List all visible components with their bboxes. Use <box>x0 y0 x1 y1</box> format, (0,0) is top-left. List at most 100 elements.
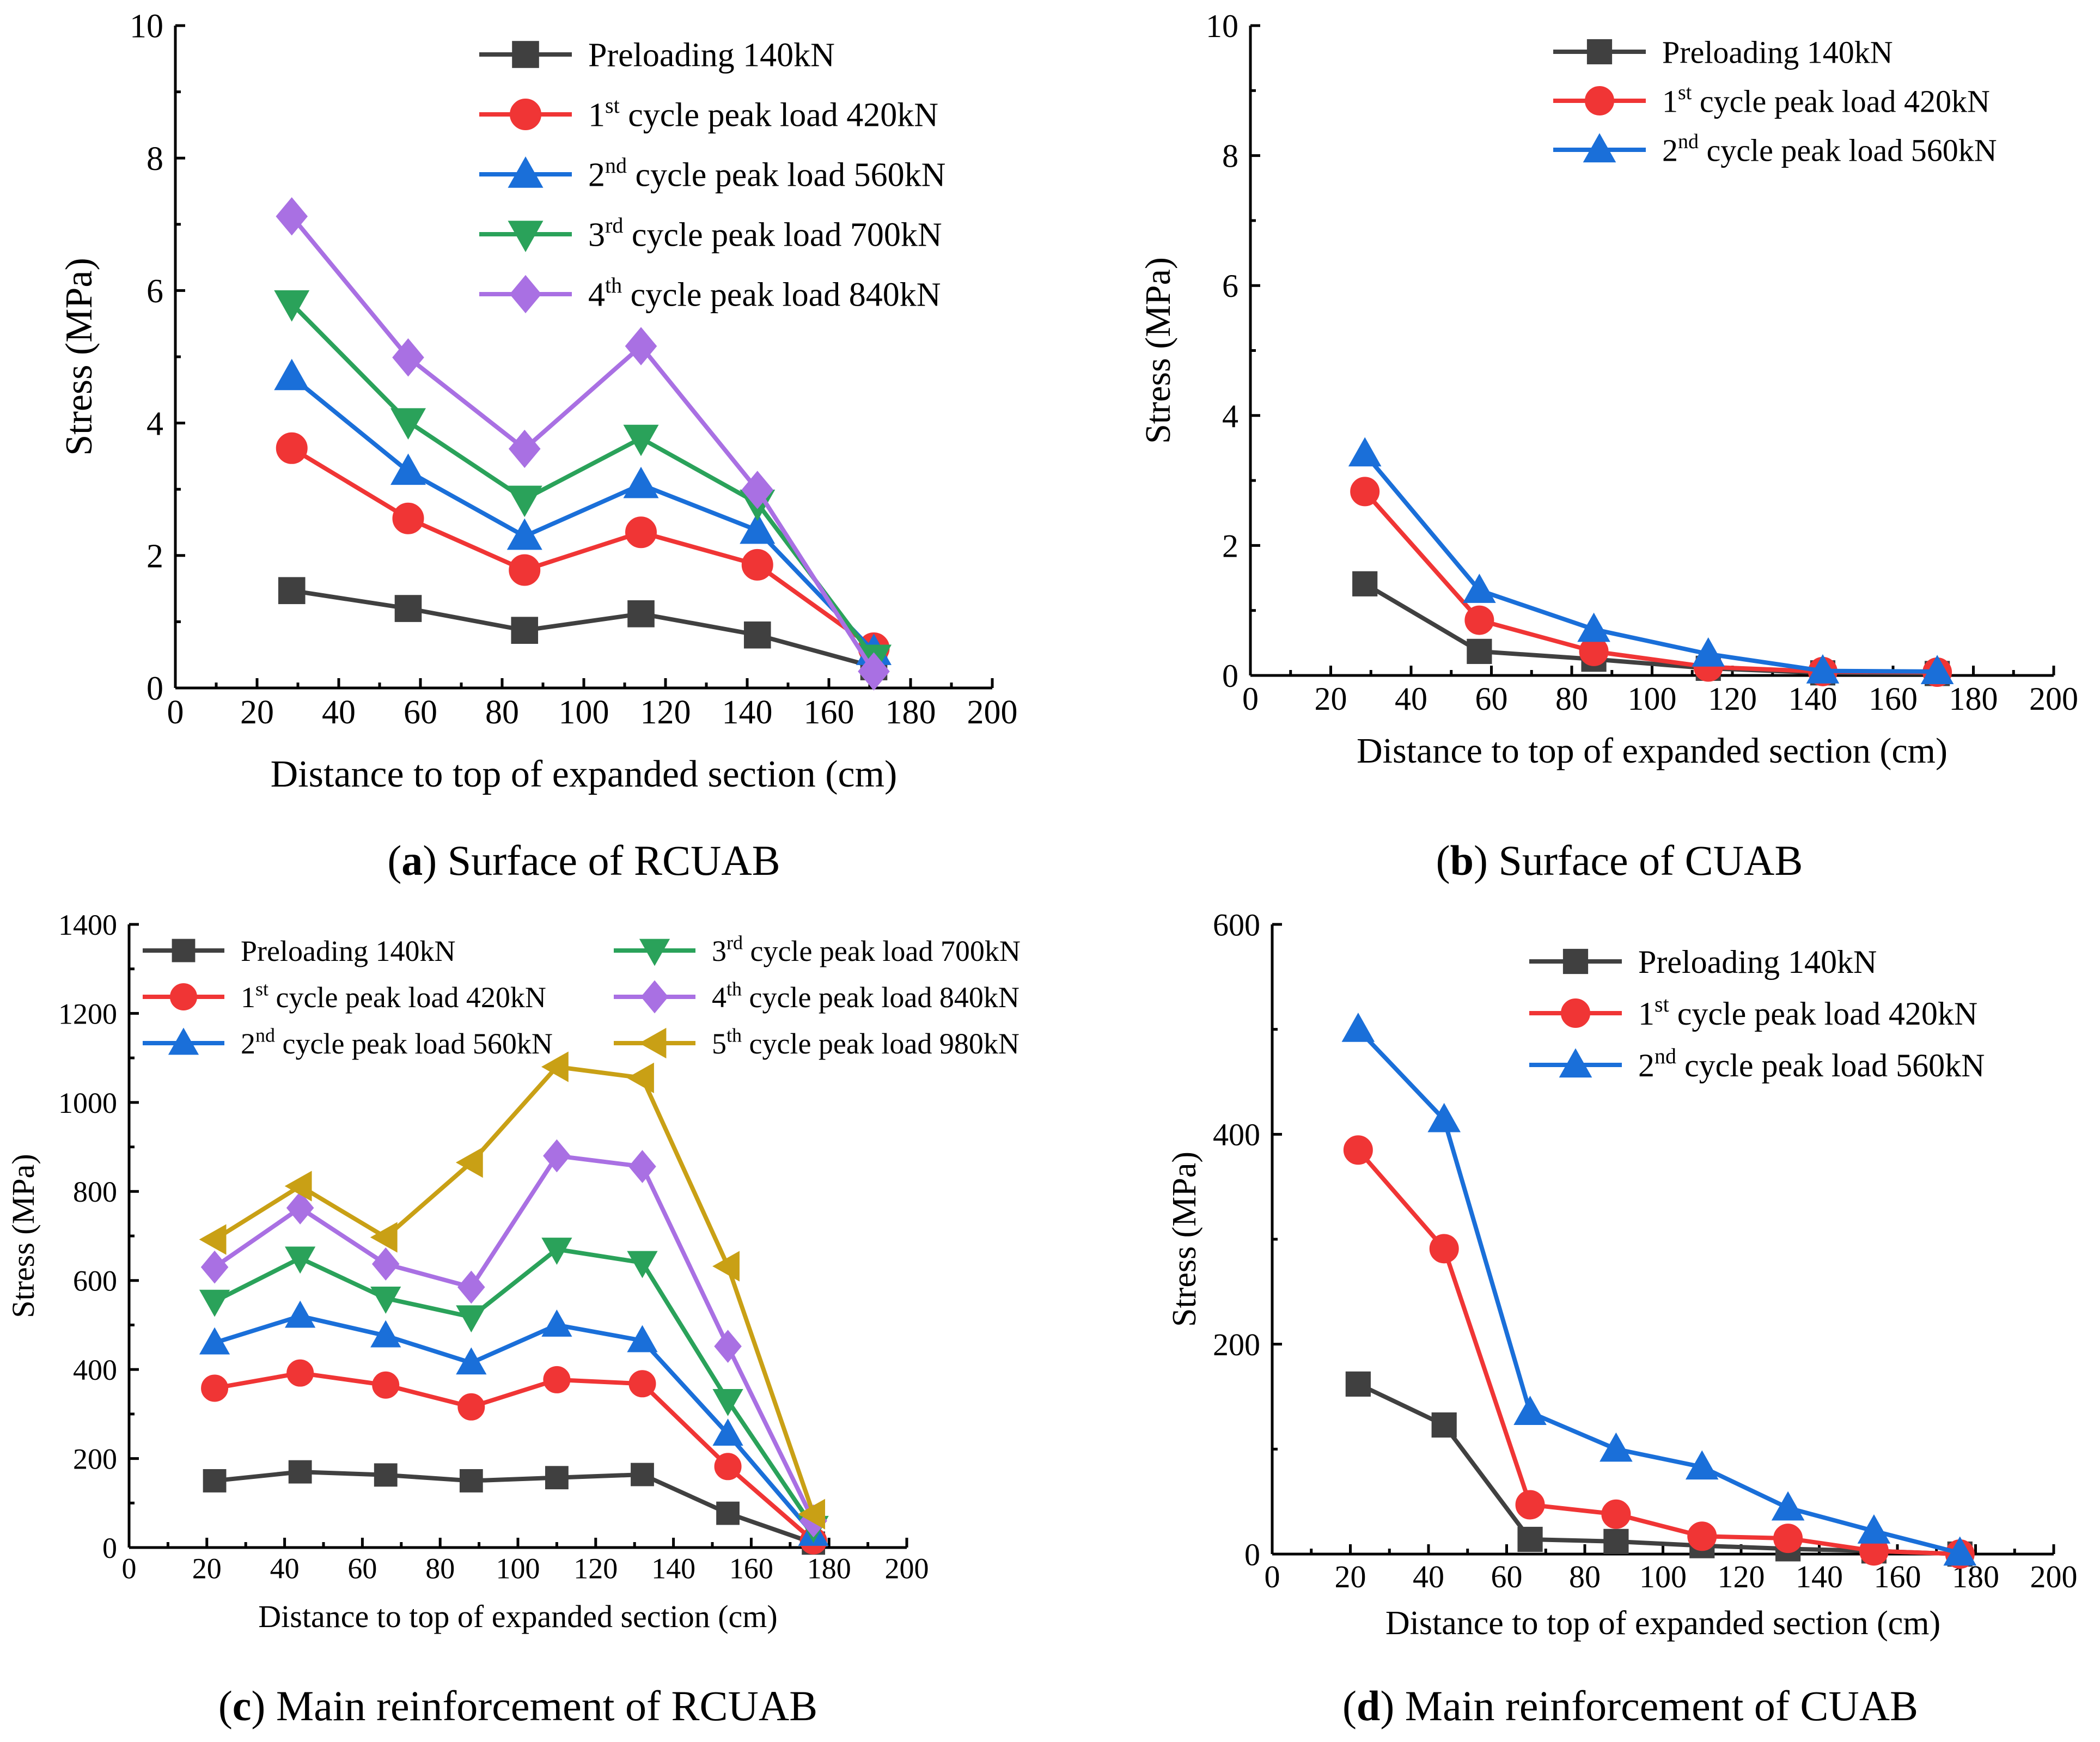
data-point <box>1515 1490 1545 1520</box>
legend-label-main: 4 <box>588 277 605 314</box>
legend-label-sup: nd <box>605 153 627 178</box>
legend-label-main: 2 <box>1662 132 1678 168</box>
legend-label-sup: rd <box>605 213 623 237</box>
series-2 <box>1341 1013 1977 1566</box>
series-0 <box>278 577 888 680</box>
data-point <box>1600 1432 1633 1462</box>
series-2 <box>199 1300 829 1546</box>
legend-label-sup: th <box>727 978 742 1000</box>
legend-label: 4th cycle peak load 840kN <box>712 978 1020 1014</box>
legend-label-main: 2 <box>241 1027 255 1060</box>
data-point <box>1352 571 1378 596</box>
y-tick-label: 0 <box>1244 1537 1260 1572</box>
data-point <box>456 1347 487 1375</box>
legend-swatch-marker <box>170 983 197 1010</box>
data-point <box>390 408 426 440</box>
series-line <box>213 1247 815 1529</box>
data-point <box>541 1309 572 1337</box>
y-tick-label: 800 <box>73 1175 117 1208</box>
legend-label-sup: st <box>255 978 268 1000</box>
data-point <box>1345 1371 1371 1397</box>
legend: Preloading 140kN 1st cycle peak load 420k… <box>479 37 945 314</box>
legend-label-main: Preloading 140kN <box>1662 34 1893 70</box>
data-point <box>714 1330 742 1363</box>
series-line <box>213 1314 815 1536</box>
data-point <box>543 1139 571 1173</box>
data-point <box>456 1305 487 1333</box>
legend-label: 3rd cycle peak load 700kN <box>588 213 942 254</box>
y-tick-label: 200 <box>73 1442 117 1475</box>
legend-label-sup: st <box>605 93 620 118</box>
x-tick-label: 180 <box>886 694 936 731</box>
data-point <box>371 1247 400 1281</box>
legend-label-sup: th <box>605 273 622 297</box>
legend-entry: 2nd cycle peak load 560kN <box>479 153 945 194</box>
data-point <box>457 1270 485 1304</box>
data-point <box>545 1466 569 1490</box>
legend-swatch-marker <box>639 939 670 966</box>
data-point <box>201 1374 229 1402</box>
series-4 <box>276 197 890 691</box>
legend-label-main: 1 <box>241 981 255 1014</box>
legend-label-sup: nd <box>1655 1044 1676 1068</box>
data-point <box>286 1359 314 1387</box>
x-tick-label: 120 <box>1708 681 1757 717</box>
x-tick-label: 160 <box>1874 1559 1921 1594</box>
x-tick-label: 140 <box>651 1552 695 1585</box>
data-point <box>508 429 541 468</box>
caption-paren-open: ( <box>1436 837 1450 884</box>
legend-label: Preloading 140kN <box>241 935 455 967</box>
data-point <box>1517 1526 1543 1552</box>
data-point <box>1773 1524 1803 1554</box>
chart-d: 0 20 40 60 80 100 120 140 160 180 2000200400600Dis… <box>1166 907 2078 1729</box>
y-tick-label: 400 <box>73 1354 117 1386</box>
x-tick-label: 200 <box>2030 1559 2078 1594</box>
legend-swatch-marker <box>508 221 544 252</box>
x-tick-label: 80 <box>1569 1559 1601 1594</box>
legend-label: Preloading 140kN <box>588 37 835 74</box>
legend-swatch-marker <box>1583 133 1616 163</box>
legend-label-main: Preloading 140kN <box>1638 944 1877 980</box>
caption-letter: a <box>401 837 423 884</box>
legend-label: 1st cycle peak load 420kN <box>1662 81 1990 119</box>
data-point <box>372 1371 400 1399</box>
x-tick-label: 200 <box>2029 681 2078 717</box>
legend-label-rest: cycle peak load 560kN <box>275 1027 553 1060</box>
y-tick-label: 0 <box>102 1532 117 1564</box>
legend-label-main: 2 <box>588 157 605 194</box>
legend-label-sup: st <box>1655 992 1669 1016</box>
caption-paren-close: ) <box>251 1682 276 1729</box>
y-tick-label: 2 <box>146 538 163 575</box>
data-point <box>1806 654 1840 684</box>
data-point <box>1467 638 1492 664</box>
legend-label: 1st cycle peak load 420kN <box>241 978 546 1014</box>
data-point <box>1464 605 1494 635</box>
legend-label-rest: cycle peak load 420kN <box>268 981 546 1014</box>
series-3 <box>274 290 892 677</box>
x-tick-label: 160 <box>804 694 854 731</box>
data-point <box>1601 1499 1631 1529</box>
series-3 <box>199 1238 829 1543</box>
y-tick-label: 200 <box>1213 1327 1260 1362</box>
data-point <box>740 512 776 544</box>
legend-label-main: 1 <box>588 97 605 134</box>
legend-swatch-marker <box>168 1027 199 1055</box>
legend-swatch-marker <box>639 1027 667 1059</box>
x-tick-label: 100 <box>559 694 609 731</box>
legend-entry: 2nd cycle peak load 560kN <box>1529 1044 1985 1083</box>
data-point <box>1687 1521 1717 1551</box>
caption-letter: d <box>1357 1682 1380 1729</box>
panel-caption: (b) Surface of CUAB <box>1436 837 1803 884</box>
legend-swatch-marker <box>1562 948 1589 974</box>
data-point <box>1577 612 1610 642</box>
legend-entry: 2nd cycle peak load 560kN <box>143 1024 553 1060</box>
y-tick-label: 1200 <box>58 997 117 1030</box>
data-point <box>199 1327 230 1355</box>
legend-swatch-marker <box>508 156 544 188</box>
data-point <box>1350 477 1380 507</box>
series-line <box>1356 1027 1961 1555</box>
data-point <box>1513 1396 1547 1425</box>
x-tick-label: 120 <box>640 694 691 731</box>
data-point <box>511 617 539 644</box>
chart-a: 0 20 40 60 80 100 120 140 160 180 200 0 2 4 6 8 10 Distan… <box>58 8 1018 884</box>
